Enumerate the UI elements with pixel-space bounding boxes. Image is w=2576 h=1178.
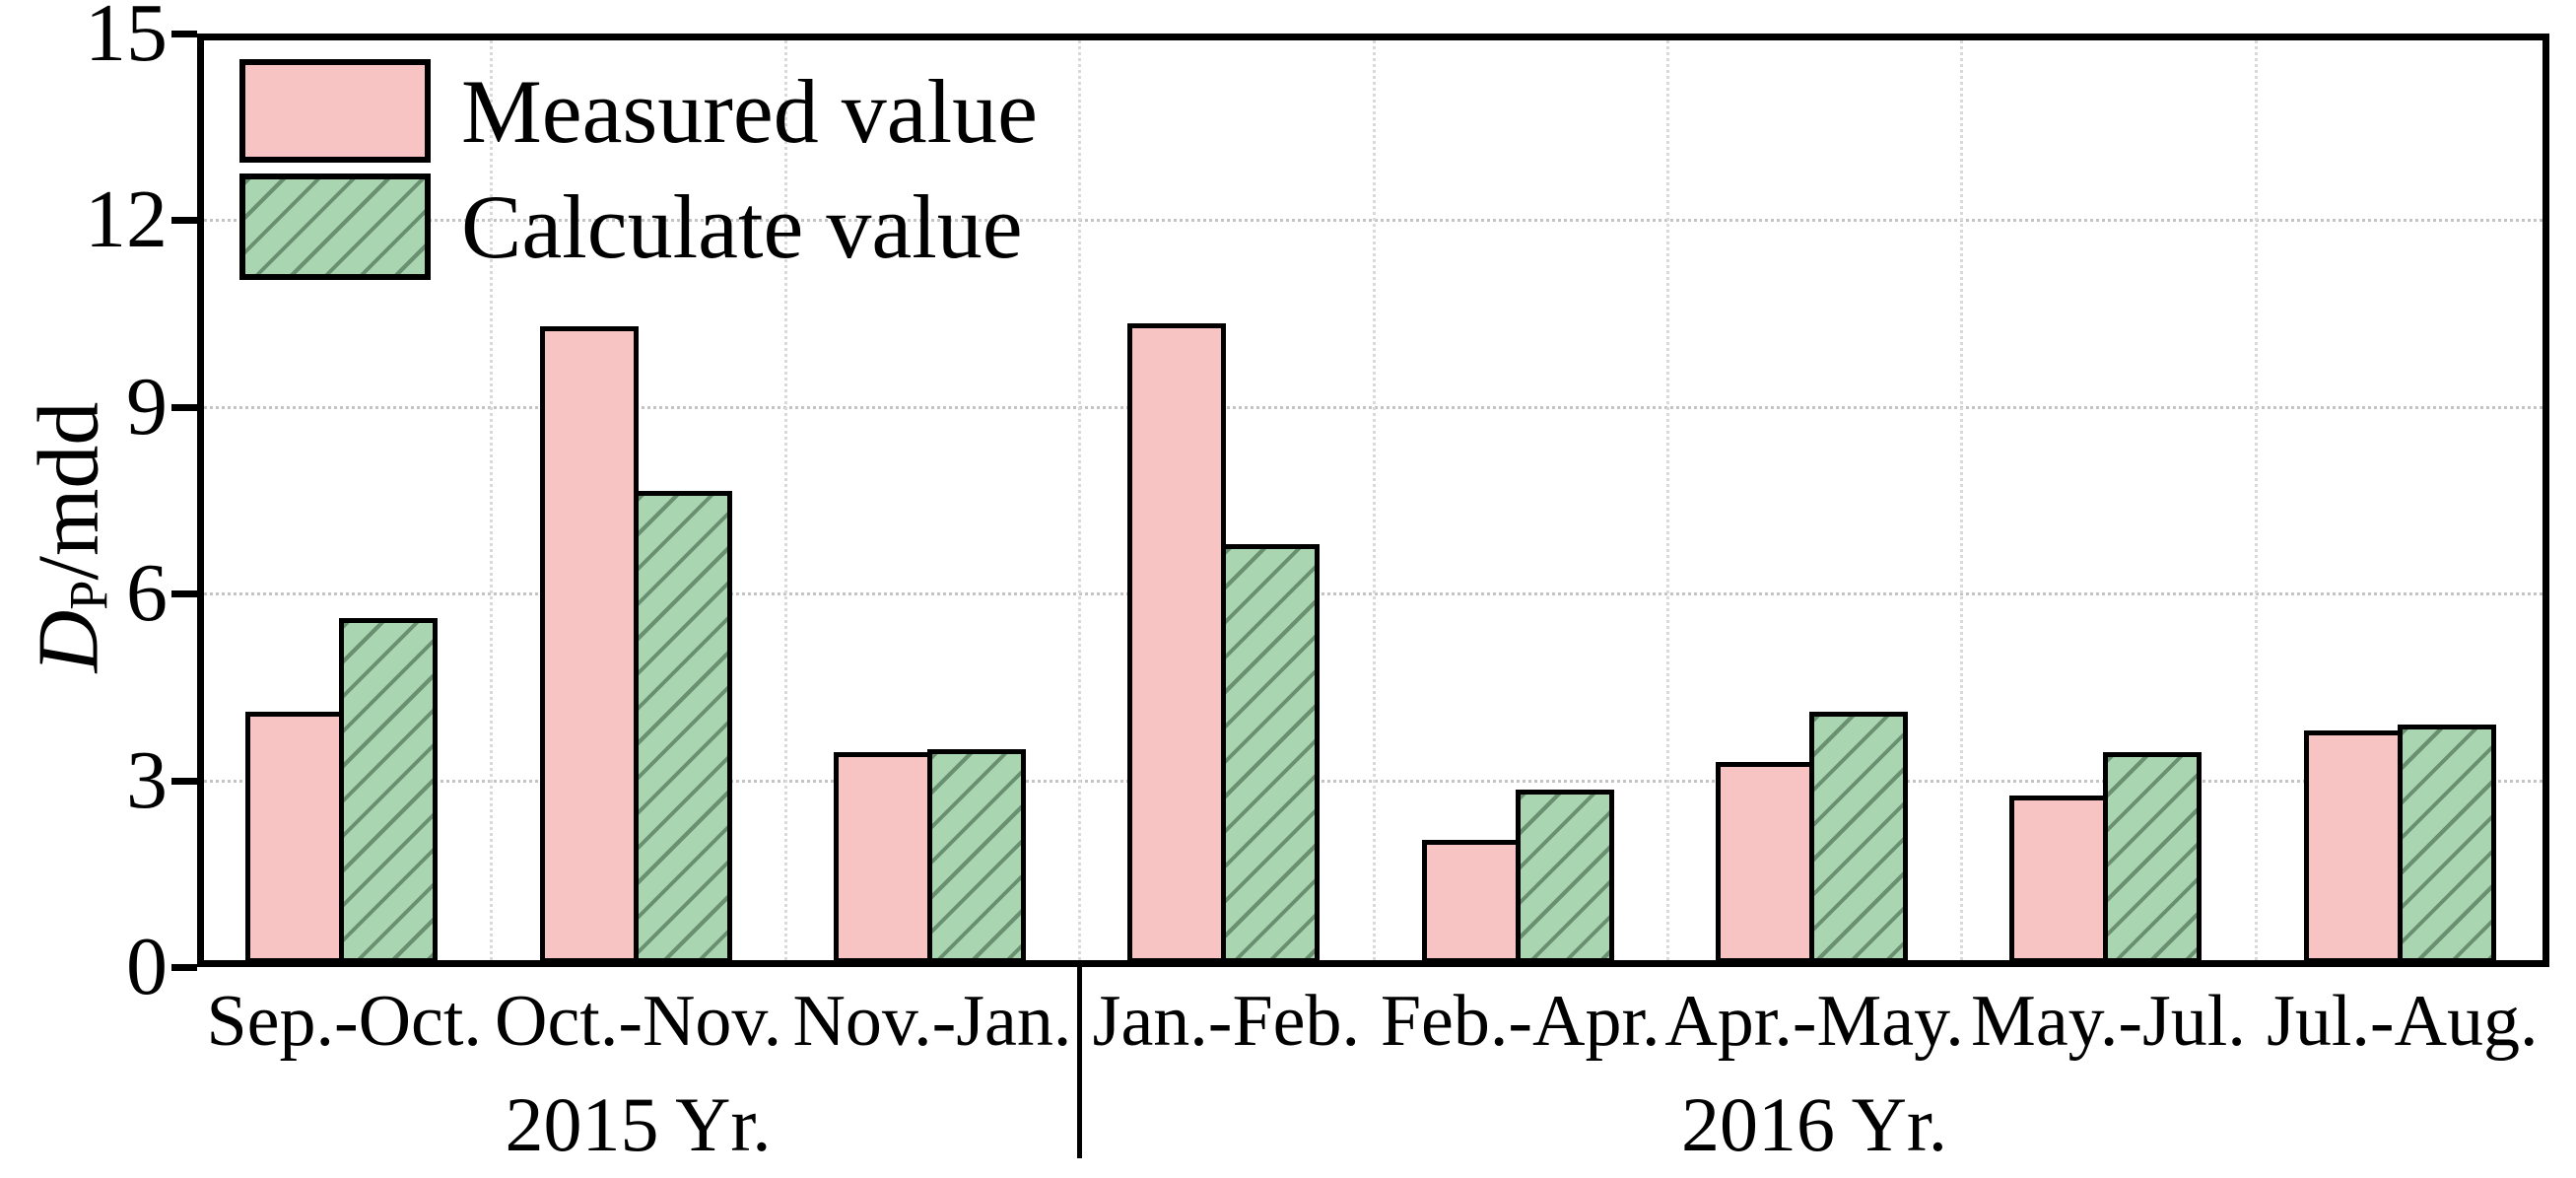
gridline-vertical	[1960, 40, 1964, 960]
bar-calculated	[1809, 712, 1909, 963]
x-tick-label: Oct.-Nov.	[495, 981, 782, 1062]
gridline-vertical	[783, 40, 787, 960]
y-tick-label: 12	[85, 173, 168, 266]
gridline-vertical	[490, 40, 494, 960]
x-tick-label: Feb.-Apr.	[1380, 981, 1661, 1062]
bar-calculated	[1221, 543, 1321, 963]
bar-measured	[1716, 761, 1815, 963]
gridline-vertical	[1078, 40, 1082, 960]
y-tick-mark	[171, 31, 197, 37]
group-label-2015: 2015 Yr.	[505, 1081, 772, 1167]
x-tick-label: May.-Jul.	[1971, 981, 2246, 1062]
x-tick-label: Jul.-Aug.	[2267, 981, 2539, 1062]
y-axis-unit: /mdd	[21, 401, 117, 581]
y-tick-mark	[171, 403, 197, 411]
bar-calculated	[2103, 752, 2203, 963]
legend-measured-label: Measured value	[461, 60, 1038, 162]
bar-calculated	[339, 618, 439, 963]
y-tick-label: 0	[126, 921, 168, 1012]
x-tick-label: Apr.-May.	[1664, 981, 1964, 1062]
bar-measured	[245, 712, 345, 963]
bar-calculated	[926, 749, 1026, 963]
y-tick-mark	[171, 964, 197, 971]
x-tick-label: Nov.-Jan.	[792, 981, 1072, 1062]
bar-measured	[833, 752, 932, 963]
group-label-2016: 2016 Yr.	[1681, 1081, 1948, 1167]
y-tick-label: 15	[85, 0, 168, 79]
x-tick-label: Sep.-Oct.	[206, 981, 482, 1062]
bar-calculated	[1515, 790, 1614, 963]
bar-calculated	[633, 491, 732, 963]
y-tick-label: 9	[126, 360, 168, 452]
year-divider-line	[1077, 967, 1083, 1158]
bar-measured	[1421, 839, 1521, 963]
y-axis-symbol: D	[21, 609, 117, 673]
bar-measured	[2303, 730, 2403, 963]
y-tick-mark	[171, 217, 197, 225]
legend-calculated-label: Calculate value	[461, 176, 1023, 277]
bar-calculated	[2397, 724, 2496, 963]
legend-calculated-swatch-icon	[239, 173, 431, 280]
y-tick-mark	[171, 590, 197, 598]
x-tick-label: Jan.-Feb.	[1092, 981, 1360, 1062]
y-tick-label: 6	[126, 547, 168, 640]
y-tick-label: 3	[126, 733, 168, 826]
gridline-vertical	[1372, 40, 1376, 960]
bar-measured	[2009, 796, 2109, 963]
legend-measured-swatch-icon	[239, 59, 431, 163]
gridline-vertical	[1665, 40, 1669, 960]
gridline-vertical	[2254, 40, 2258, 960]
y-tick-mark	[171, 777, 197, 785]
bar-measured	[539, 325, 639, 963]
bar-measured	[1127, 322, 1227, 963]
y-axis-title: DP/mdd	[21, 402, 119, 673]
y-axis-subscript: P	[58, 580, 119, 610]
